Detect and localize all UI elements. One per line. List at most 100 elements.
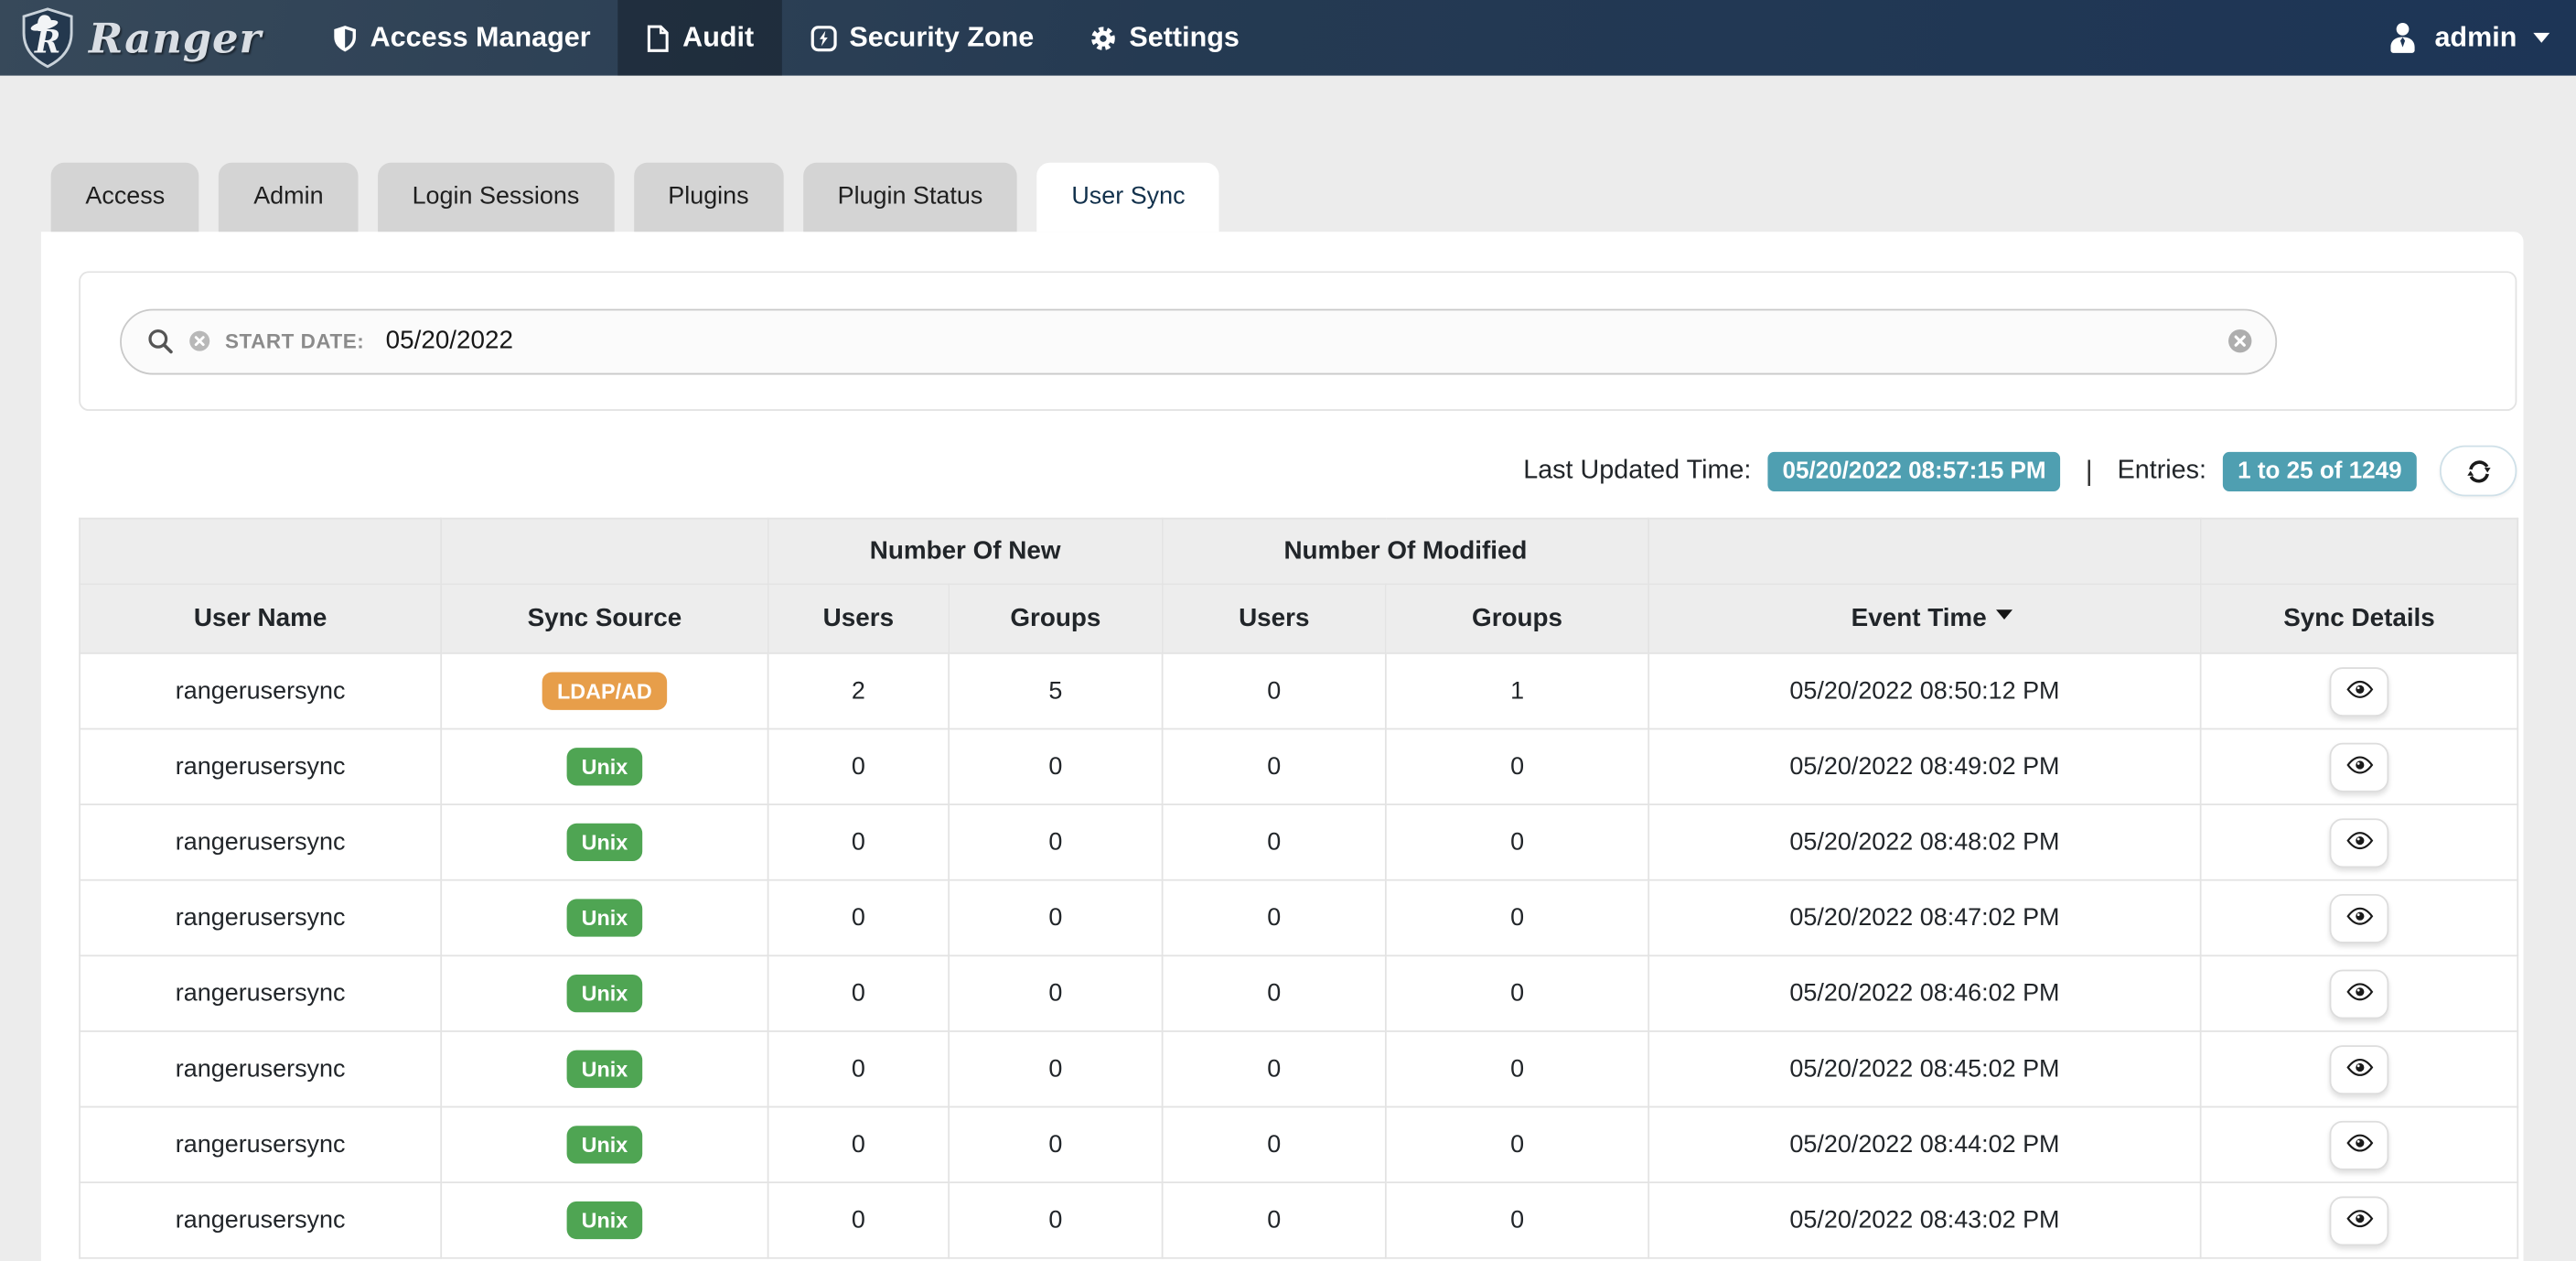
entries-badge: 1 to 25 of 1249	[2222, 450, 2417, 491]
cell-modified-users: 0	[1161, 1105, 1387, 1184]
user-sync-table: Number Of New Number Of Modified User Na…	[79, 517, 2519, 1259]
sync-source-badge: Unix	[566, 823, 643, 862]
cell-modified-users: 0	[1161, 728, 1387, 806]
search-input[interactable]: START DATE: 05/20/2022	[120, 307, 2278, 374]
cell-sync-source: Unix	[440, 954, 769, 1032]
tab-plugins[interactable]: Plugins	[633, 162, 784, 232]
nav-item-settings[interactable]: Settings	[1062, 0, 1268, 76]
cell-sync-details	[2199, 803, 2519, 881]
nav-item-label: Audit	[682, 21, 755, 53]
sync-source-badge: LDAP/AD	[542, 672, 667, 710]
cell-new-users: 0	[767, 803, 950, 881]
cell-modified-users: 0	[1161, 1030, 1387, 1108]
filter-value: 05/20/2022	[385, 326, 513, 355]
cell-modified-users: 0	[1161, 803, 1387, 881]
cell-modified-users: 0	[1161, 954, 1387, 1032]
audit-tabs: Access Admin Login Sessions Plugins Plug…	[50, 162, 2576, 232]
sync-source-badge: Unix	[566, 899, 643, 937]
table-meta-row: Last Updated Time: 05/20/2022 08:57:15 P…	[79, 445, 2517, 497]
cell-modified-groups: 0	[1384, 1105, 1650, 1184]
cell-modified-groups: 1	[1384, 652, 1650, 730]
user-menu[interactable]: admin	[2384, 0, 2550, 76]
group-header-empty	[2199, 517, 2519, 586]
sync-details-button[interactable]	[2329, 1195, 2389, 1245]
table-body: rangerusersync LDAP/AD 2 5 0 1 05/20/2022 08:5…	[79, 652, 2519, 1259]
tab-user-sync[interactable]: User Sync	[1036, 162, 1220, 232]
cell-user-name: rangerusersync	[79, 728, 443, 806]
cell-user-name: rangerusersync	[79, 652, 443, 730]
table-header-row: User Name Sync Source Users Groups Users…	[79, 583, 2519, 654]
cell-new-groups: 0	[948, 954, 1164, 1032]
group-header-number-of-new: Number Of New	[767, 517, 1164, 586]
table-row: rangerusersync LDAP/AD 2 5 0 1 05/20/2022 08:5…	[79, 652, 2519, 730]
cell-new-groups: 0	[948, 878, 1164, 957]
nav-item-access-manager[interactable]: Access Manager	[305, 0, 618, 76]
column-header-sync-details: Sync Details	[2199, 583, 2519, 654]
cell-sync-source: Unix	[440, 728, 769, 806]
cell-user-name: rangerusersync	[79, 878, 443, 957]
sync-source-badge: Unix	[566, 748, 643, 786]
cell-new-groups: 0	[948, 803, 1164, 881]
search-clear-icon[interactable]	[2227, 329, 2252, 353]
top-navbar: R Ranger Access Manager Audit	[0, 0, 2576, 76]
cell-user-name: rangerusersync	[79, 1181, 443, 1259]
cell-new-users: 2	[767, 652, 950, 730]
cell-sync-source: Unix	[440, 1181, 769, 1259]
eye-icon	[2344, 1128, 2375, 1161]
last-updated-badge: 05/20/2022 08:57:15 PM	[1767, 450, 2061, 491]
cell-modified-groups: 0	[1384, 1181, 1650, 1259]
sync-details-button[interactable]	[2329, 893, 2389, 943]
sync-source-badge: Unix	[566, 1050, 643, 1088]
filter-remove-icon[interactable]	[189, 330, 210, 351]
cell-event-time: 05/20/2022 08:45:02 PM	[1648, 1030, 2202, 1108]
cell-event-time: 05/20/2022 08:49:02 PM	[1648, 728, 2202, 806]
cell-sync-details	[2199, 878, 2519, 957]
meta-separator: |	[2085, 454, 2093, 486]
bolt-square-icon	[810, 24, 838, 52]
table-group-header-row: Number Of New Number Of Modified	[79, 517, 2519, 586]
cell-new-groups: 0	[948, 1105, 1164, 1184]
column-header-new-groups: Groups	[948, 583, 1164, 654]
nav-item-audit[interactable]: Audit	[618, 0, 782, 76]
sync-details-button[interactable]	[2329, 1044, 2389, 1094]
table-row: rangerusersync Unix 0 0 0 0 05/20/2022 08:46:0…	[79, 954, 2519, 1032]
nav-item-security-zone[interactable]: Security Zone	[782, 0, 1062, 76]
cell-modified-groups: 0	[1384, 1030, 1650, 1108]
tab-plugin-status[interactable]: Plugin Status	[802, 162, 1018, 232]
column-header-user-name: User Name	[79, 583, 443, 654]
tab-access[interactable]: Access	[50, 162, 199, 232]
cell-sync-source: Unix	[440, 1105, 769, 1184]
cell-modified-groups: 0	[1384, 728, 1650, 806]
cell-user-name: rangerusersync	[79, 1030, 443, 1108]
cell-modified-users: 0	[1161, 652, 1387, 730]
tab-admin[interactable]: Admin	[219, 162, 359, 232]
cell-sync-details	[2199, 1105, 2519, 1184]
eye-icon	[2344, 977, 2375, 1010]
ranger-logo[interactable]: R Ranger	[20, 0, 263, 76]
column-header-sync-source: Sync Source	[440, 583, 769, 654]
group-header-number-of-modified: Number Of Modified	[1161, 517, 1650, 586]
tab-login-sessions[interactable]: Login Sessions	[377, 162, 615, 232]
cell-new-groups: 0	[948, 1030, 1164, 1108]
brand-name: Ranger	[88, 14, 263, 62]
sync-details-button[interactable]	[2329, 666, 2389, 717]
eye-icon	[2344, 1052, 2375, 1085]
cell-sync-source: Unix	[440, 878, 769, 957]
cell-new-users: 0	[767, 878, 950, 957]
column-header-new-users: Users	[767, 583, 950, 654]
eye-icon	[2344, 901, 2375, 934]
cell-sync-details	[2199, 954, 2519, 1032]
sync-details-button[interactable]	[2329, 1119, 2389, 1169]
cell-modified-groups: 0	[1384, 878, 1650, 957]
column-header-event-time[interactable]: Event Time	[1648, 583, 2202, 654]
table-row: rangerusersync Unix 0 0 0 0 05/20/2022 08:45:0…	[79, 1030, 2519, 1108]
sync-source-badge: Unix	[566, 1201, 643, 1240]
sync-details-button[interactable]	[2329, 817, 2389, 868]
cell-modified-groups: 0	[1384, 954, 1650, 1032]
sync-details-button[interactable]	[2329, 968, 2389, 1018]
entries-label: Entries:	[2117, 456, 2207, 484]
sync-details-button[interactable]	[2329, 741, 2389, 792]
eye-icon	[2344, 750, 2375, 783]
refresh-button[interactable]	[2439, 445, 2517, 497]
sync-source-badge: Unix	[566, 974, 643, 1013]
